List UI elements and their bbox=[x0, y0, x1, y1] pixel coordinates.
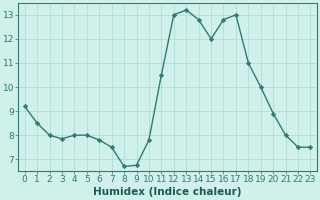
X-axis label: Humidex (Indice chaleur): Humidex (Indice chaleur) bbox=[93, 187, 242, 197]
